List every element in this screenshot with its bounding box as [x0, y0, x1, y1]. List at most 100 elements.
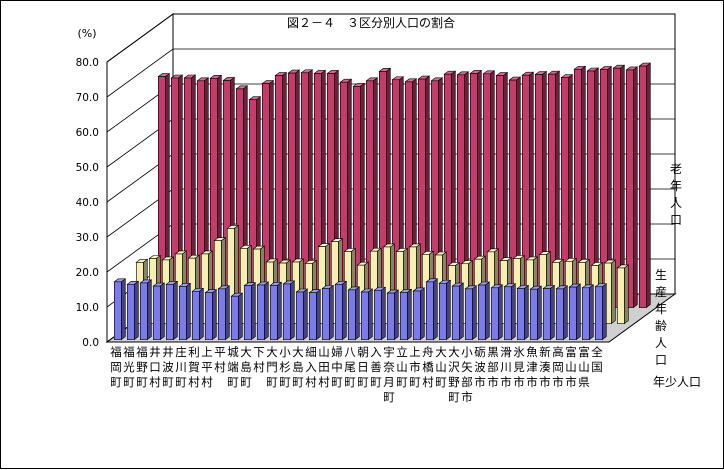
bar-series-youth: [191, 287, 205, 341]
bar-series-youth: [555, 285, 569, 341]
x-tick-label: 砺波市: [474, 345, 486, 389]
svg-text:大山町: 大山町: [435, 345, 447, 389]
x-tick-label: 井波町: [162, 345, 174, 389]
svg-text:全国: 全国: [591, 345, 603, 374]
svg-text:滑川市: 滑川市: [500, 345, 512, 389]
bar-series-elderly: [430, 77, 444, 309]
y-tick-label: 50.0: [76, 162, 99, 174]
svg-text:下村: 下村: [253, 345, 265, 374]
bar-series-youth: [308, 289, 322, 341]
svg-text:舟橋村: 舟橋村: [422, 345, 434, 389]
svg-text:上市町: 上市町: [409, 345, 421, 389]
x-tick-label: 小杉町: [279, 345, 291, 389]
svg-text:井口村: 井口村: [149, 345, 161, 389]
bar-series-youth: [581, 284, 595, 341]
x-tick-label: 富山県: [578, 345, 590, 389]
bar-series-youth: [451, 282, 465, 341]
bar-series-youth: [217, 285, 231, 341]
svg-text:生産年齢人口: 生産年齢人口: [655, 268, 667, 367]
svg-text:福光町: 福光町: [123, 345, 135, 389]
bar-series-youth: [243, 282, 257, 341]
x-tick-label: 氷見市: [513, 345, 525, 389]
bar-series-youth: [282, 280, 296, 341]
x-tick-label: 下村: [253, 345, 265, 374]
svg-text:砺波市: 砺波市: [474, 345, 486, 389]
svg-text:高岡市: 高岡市: [552, 345, 564, 389]
svg-text:魚津市: 魚津市: [526, 345, 538, 389]
x-tick-label: 井口村: [149, 345, 161, 389]
bar-series-youth: [165, 280, 179, 341]
x-tick-label: 細入村: [305, 345, 317, 389]
bar-series-elderly: [417, 75, 431, 309]
series-label: 生産年齢人口: [655, 268, 667, 367]
svg-text:福野町: 福野町: [136, 345, 148, 389]
bar-series-youth: [126, 280, 140, 341]
bar-series-youth: [347, 286, 361, 341]
chart-labels: 0.0 10.0 20.0 30.0 40.0 50.0 60.0 70.0 80.0 福岡町福光…: [76, 57, 701, 404]
x-tick-label: 大島町: [240, 345, 252, 389]
bar-series-youth: [568, 283, 582, 341]
svg-text:大島町: 大島町: [240, 345, 252, 389]
x-tick-label: 城端町: [227, 345, 239, 389]
x-tick-label: 高岡市: [552, 345, 564, 389]
svg-text:朝日町: 朝日町: [357, 345, 369, 389]
svg-text:黒部市: 黒部市: [487, 345, 499, 389]
bar-series-youth: [490, 284, 504, 341]
bar-series-youth: [256, 281, 270, 341]
x-tick-label: 朝日町: [357, 345, 369, 389]
y-tick-label: 70.0: [76, 92, 99, 104]
x-tick-label: 福野町: [136, 345, 148, 389]
x-tick-label: 舟橋村: [422, 345, 434, 389]
bar-series-youth: [529, 285, 543, 341]
bar-series-youth: [464, 285, 478, 341]
bar-series-youth: [399, 288, 413, 341]
bar-series-youth: [503, 283, 517, 341]
y-tick-label: 20.0: [76, 267, 99, 279]
bar-series-youth: [139, 279, 153, 341]
y-axis-unit: (%): [77, 27, 96, 40]
y-tick-label: 40.0: [76, 197, 99, 209]
series-label: 年少人口: [653, 375, 701, 389]
series-label: 老年人口: [670, 162, 682, 227]
x-tick-label: 小矢部市: [461, 345, 473, 404]
x-tick-label: 滑川市: [500, 345, 512, 389]
svg-text:庄川町: 庄川町: [175, 345, 187, 389]
svg-text:細入村: 細入村: [305, 345, 317, 389]
x-tick-label: 上市町: [409, 345, 421, 389]
bar-series-youth: [386, 289, 400, 341]
bar-series-youth: [152, 282, 166, 341]
svg-text:大島町: 大島町: [292, 345, 304, 389]
bar-series-youth: [230, 292, 244, 341]
svg-text:老年人口: 老年人口: [670, 162, 682, 227]
x-tick-label: 山田村: [318, 345, 330, 389]
x-tick-label: 富山市: [565, 345, 577, 389]
x-tick-label: 婦中町: [331, 345, 343, 389]
svg-text:大門町: 大門町: [266, 345, 278, 389]
grid-line: [106, 48, 675, 98]
bar-series-youth: [321, 284, 335, 341]
svg-text:入善町: 入善町: [370, 345, 382, 389]
x-tick-label: 大沢野町: [448, 345, 460, 404]
svg-text:利賀村: 利賀村: [188, 345, 200, 389]
bar-series-youth: [178, 282, 192, 341]
svg-text:新湊市: 新湊市: [539, 345, 551, 389]
chart-bars: [113, 62, 652, 341]
y-tick-label: 0.0: [82, 337, 99, 349]
svg-text:井波町: 井波町: [162, 345, 174, 389]
bar-series-youth: [477, 281, 491, 341]
svg-text:大沢野町: 大沢野町: [448, 345, 460, 404]
x-tick-label: 大島町: [292, 345, 304, 389]
svg-text:城端町: 城端町: [227, 345, 239, 389]
x-tick-label: 大門町: [266, 345, 278, 389]
bar-series-youth: [360, 288, 374, 341]
chart-title: 図２－４ ３区分別人口の割合: [287, 15, 455, 30]
y-tick-label: 60.0: [76, 127, 99, 139]
x-tick-label: 宇奈月町: [383, 345, 395, 404]
x-tick-label: 八尾町: [344, 345, 356, 389]
x-tick-label: 黒部市: [487, 345, 499, 389]
bar-series-youth: [204, 289, 218, 341]
bar-series-elderly: [521, 71, 535, 309]
x-tick-label: 平村: [214, 345, 226, 374]
